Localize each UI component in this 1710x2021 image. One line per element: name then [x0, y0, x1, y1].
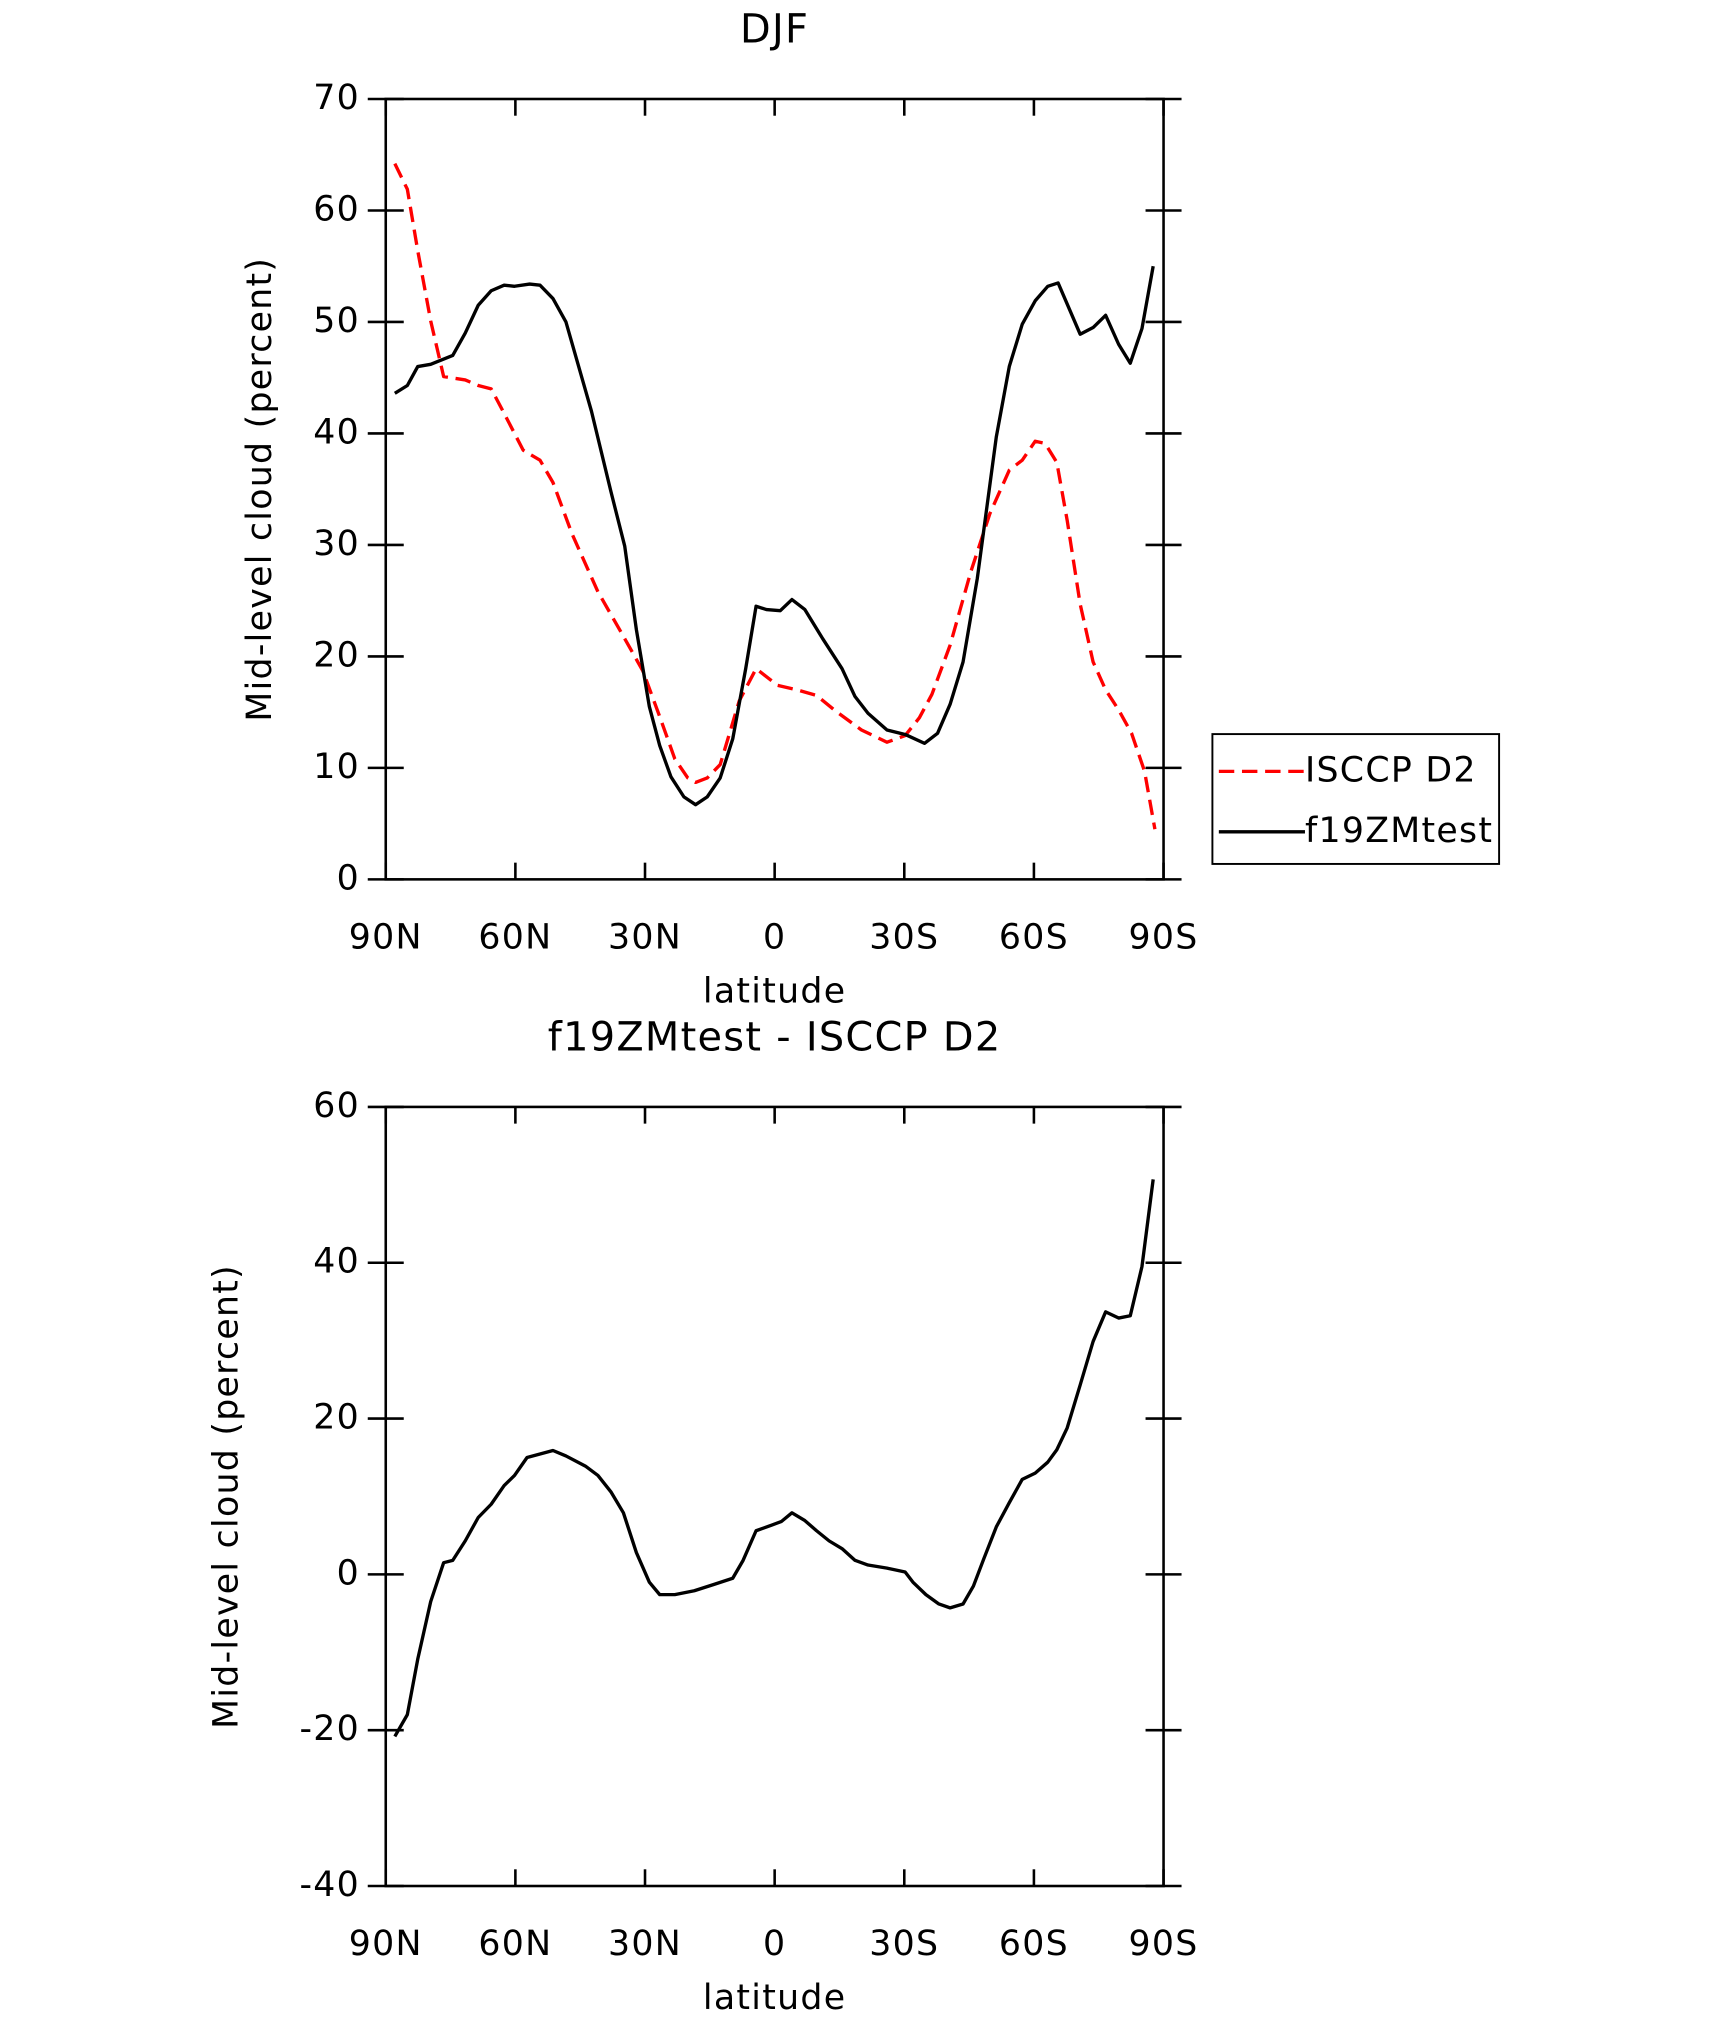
y-tick-label: 10 [313, 747, 360, 787]
y-tick-label: 20 [313, 1398, 360, 1438]
y-tick-label: 60 [313, 189, 360, 229]
plot-frame [384, 1105, 1165, 1888]
x-tick-label: 0 [763, 1924, 786, 1964]
x-tick-label: 90N [349, 1924, 423, 1964]
x-axis-title: latitude [703, 1978, 846, 2018]
legend-label: ISCCP D2 [1305, 750, 1477, 790]
x-tick-label: 90N [349, 918, 423, 958]
x-tick-label: 30S [869, 918, 939, 958]
x-tick-label: 60S [999, 1924, 1069, 1964]
y-tick-label: 40 [313, 412, 360, 452]
y-tick-label: 40 [313, 1242, 360, 1282]
y-tick-label: 30 [313, 524, 360, 564]
data-line [393, 162, 1157, 830]
y-tick-label: 50 [313, 301, 360, 341]
y-axis-title: Mid-level cloud (percent) [240, 257, 280, 722]
data-line [393, 1179, 1155, 1738]
x-tick-label: 60N [478, 918, 552, 958]
legend: ISCCP D2 f19ZMtest [1211, 733, 1501, 865]
chart-title: f19ZMtest - ISCCP D2 [548, 1015, 1002, 1061]
y-tick-label: 20 [313, 635, 360, 675]
legend-label: f19ZMtest [1305, 811, 1493, 851]
y-axis-title: Mid-level cloud (percent) [207, 1264, 247, 1729]
y-tick-label: -20 [299, 1709, 360, 1749]
y-tick-label: 70 [313, 78, 360, 118]
y-tick-label: 0 [337, 1553, 360, 1593]
x-tick-label: 60N [478, 1924, 552, 1964]
x-tick-label: 30S [869, 1924, 939, 1964]
y-tick-label: 60 [313, 1086, 360, 1126]
x-tick-label: 60S [999, 918, 1069, 958]
x-tick-label: 30N [608, 918, 682, 958]
plot-frame [384, 97, 1165, 881]
x-tick-label: 90S [1129, 918, 1199, 958]
y-tick-label: 0 [337, 858, 360, 898]
legend-box [1211, 733, 1501, 865]
data-line [393, 265, 1155, 807]
x-axis-title: latitude [703, 972, 846, 1012]
x-tick-label: 0 [763, 918, 786, 958]
y-tick-label: -40 [299, 1865, 360, 1905]
x-tick-label: 30N [608, 1924, 682, 1964]
x-tick-label: 90S [1129, 1924, 1199, 1964]
chart-title: DJF [740, 7, 809, 53]
